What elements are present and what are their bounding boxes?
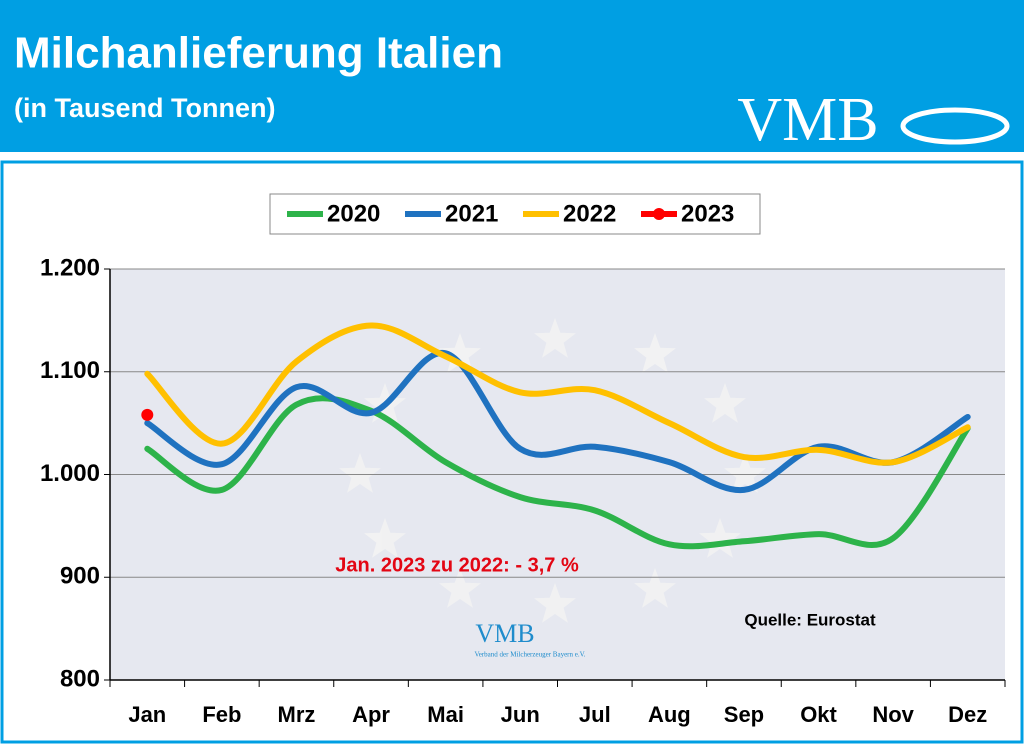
x-tick-label: Nov [872,702,914,727]
series-line [144,322,971,466]
subtitle: (in Tausend Tonnen) [14,93,275,123]
series-line [144,395,971,550]
x-tick-label: Jun [501,702,540,727]
x-tick-label: Aug [648,702,691,727]
x-tick-label: Feb [202,702,241,727]
x-tick-label: Mai [427,702,464,727]
x-tick-label: Dez [948,702,987,727]
annotation: Jan. 2023 zu 2022: - 3,7 % [335,554,579,576]
star [634,568,676,608]
star [439,568,481,608]
source: Quelle: Eurostat [744,610,876,629]
logo-swirl [900,107,1010,145]
legend-label: 2022 [563,200,616,227]
y-tick-label: 1.200 [40,254,100,281]
star [534,318,576,358]
header-band [0,0,1024,152]
y-tick-label: 800 [60,665,100,692]
y-tick-label: 1.100 [40,357,100,384]
x-tick-label: Apr [352,702,390,727]
star [534,583,576,623]
x-tick-label: Okt [800,702,837,727]
star [364,518,406,558]
y-tick-label: 1.000 [40,460,100,487]
x-tick-label: Mrz [278,702,316,727]
series-point [141,408,154,421]
legend-label: 2021 [445,200,498,227]
title: Milchanlieferung Italien [14,29,503,78]
star [339,453,381,493]
star-decoration [339,318,766,623]
x-tick-label: Jul [579,702,611,727]
star [634,333,676,373]
series-line [144,350,971,493]
star [724,453,766,493]
legend-box [269,193,761,235]
x-tick-label: Jan [128,702,166,727]
star [439,333,481,373]
logo: VMB [737,86,878,154]
y-tick-label: 900 [60,563,100,590]
watermark-logo: VMB [475,619,534,648]
legend-label: 2023 [681,200,734,227]
legend-marker [653,208,665,220]
legend-label: 2020 [327,200,380,227]
watermark-text: Verband der Milcherzeuger Bayern e.V. [474,651,585,659]
x-tick-label: Sep [724,702,764,727]
star [704,383,746,423]
star [699,518,741,558]
